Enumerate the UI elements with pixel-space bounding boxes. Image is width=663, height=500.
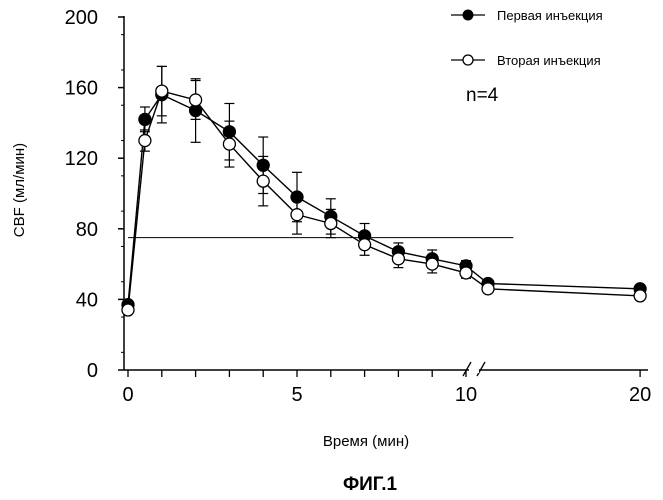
y-tick-label: 200: [65, 7, 98, 29]
series-line: [128, 91, 640, 310]
y-tick-label: 0: [87, 360, 98, 382]
series-line: [128, 95, 640, 305]
legend-entry-first: Первая инъекция: [451, 8, 603, 23]
data-point-open: [426, 258, 438, 270]
sample-size-annotation: n=4: [466, 85, 499, 106]
x-tick-label: 5: [291, 384, 302, 406]
data-point-open: [634, 290, 646, 302]
x-ticks: 0 5 10 20: [122, 370, 651, 406]
series: [122, 66, 646, 316]
data-point-open: [460, 267, 472, 279]
y-axis-title: CBF (мл/мин): [11, 143, 28, 237]
data-point-open: [359, 239, 371, 251]
legend: Первая инъекция Вторая инъекция: [451, 8, 603, 68]
x-tick-label: 0: [122, 384, 133, 406]
legend-filled-circle-marker: [463, 10, 473, 20]
data-point-open: [190, 94, 202, 106]
data-point-open: [223, 138, 235, 150]
y-ticks: 0 40 80 120 160 200: [65, 7, 124, 382]
data-point-open: [139, 135, 151, 147]
legend-label-second: Вторая инъекция: [497, 53, 601, 68]
data-point-open: [257, 175, 269, 187]
x-axis-title: Время (мин): [323, 433, 409, 450]
legend-label-first: Первая инъекция: [497, 8, 603, 23]
data-point-open: [156, 85, 168, 97]
series-second: [122, 66, 646, 316]
y-tick-label: 160: [65, 78, 98, 100]
data-point-open: [482, 283, 494, 295]
data-point-filled: [139, 113, 151, 125]
figure-caption: ФИГ.1: [343, 474, 398, 495]
y-tick-label: 120: [65, 148, 98, 170]
y-tick-label: 40: [76, 289, 98, 311]
legend-open-circle-marker: [463, 55, 473, 65]
data-point-open: [122, 304, 134, 316]
x-tick-label: 10: [455, 384, 477, 406]
y-tick-label: 80: [76, 219, 98, 241]
axes: [124, 16, 648, 376]
data-point-open: [392, 253, 404, 265]
legend-entry-second: Вторая инъекция: [451, 53, 601, 68]
data-point-open: [291, 209, 303, 221]
data-point-open: [325, 218, 337, 230]
x-tick-label: 20: [629, 384, 651, 406]
